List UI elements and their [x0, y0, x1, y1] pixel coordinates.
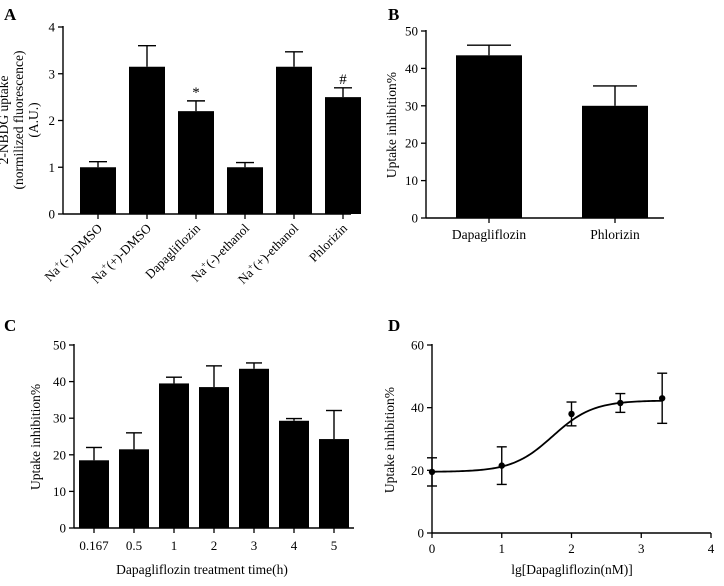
y-axis-label-0: 2-NBDG uptake — [0, 76, 11, 165]
x-category-label-6: 5 — [331, 538, 338, 553]
bar-2 — [159, 383, 189, 528]
y-tick-label-0: 0 — [412, 211, 419, 226]
x-category-label-1: Phlorizin — [590, 227, 640, 242]
bar-0 — [79, 460, 109, 528]
bar-3 — [227, 167, 263, 214]
x-category-rest-1: (+)-DMSO — [103, 221, 155, 273]
bar-5 — [325, 97, 361, 214]
bar-6 — [319, 439, 349, 528]
x-category-rest-3: (-)-ethanol — [202, 220, 252, 270]
x-category-rest-0: (-)-DMSO — [56, 221, 105, 270]
y-tick-label-3: 60 — [411, 338, 424, 353]
x-axis-label: Dapagliflozin treatment time(h) — [116, 562, 288, 577]
x-category-label-1: 0.5 — [126, 538, 142, 553]
y-axis-label-1: (normilized fluorescence) — [11, 50, 26, 189]
panel-b: B 0 10 20 30 40 50 Uptake inhibition% Dapaglifl… — [384, 5, 664, 242]
annotation-2: * — [192, 85, 200, 101]
x-category-label-5: 4 — [291, 538, 298, 553]
x-axis-label: lg[Dapagliflozin(nM)] — [511, 562, 632, 577]
y-tick-label-1: 20 — [411, 463, 424, 478]
y-tick-label-0: 0 — [418, 526, 425, 541]
y-tick-label-2: 2 — [49, 113, 56, 128]
x-category-label-3: 2 — [211, 538, 218, 553]
panel-d: D 0 20 40 60 Uptake inhibition% 0 1 2 3 4 lg[Dapag… — [382, 316, 715, 577]
y-axis-label: Uptake inhibition% — [382, 387, 397, 493]
y-tick-label-2: 40 — [411, 400, 424, 415]
x-category-base-5: Phlorizin — [306, 220, 351, 265]
bar-0 — [80, 167, 116, 214]
bar-4 — [239, 368, 269, 528]
data-point-4 — [658, 395, 666, 402]
data-point-0 — [428, 468, 436, 476]
x-category-rest-4: (+)-ethanol — [249, 220, 301, 272]
x-tick-label-0: 0 — [429, 541, 436, 556]
fit-curve — [431, 399, 663, 473]
y-tick-label-4: 40 — [53, 374, 66, 389]
panel-a: A 0 1 2 3 4 2-NBDG uptake (normilized fluoresc… — [0, 5, 361, 287]
y-axis-label: Uptake inhibition% — [384, 72, 399, 178]
bar-3 — [199, 387, 229, 528]
y-tick-label-5: 50 — [53, 338, 66, 353]
x-category-sup-3: + — [198, 259, 209, 270]
data-point-3 — [617, 399, 624, 407]
bar-2 — [178, 111, 214, 214]
bar-5 — [279, 420, 309, 528]
panel-c: C 0 10 20 30 40 50 Uptake inhibition% 0.167 0.5 1… — [4, 316, 354, 577]
y-axis-label: Uptake inhibition% — [28, 384, 43, 490]
x-category-sup-0: + — [51, 259, 62, 270]
data-point-2 — [568, 410, 575, 418]
y-tick-label-0: 0 — [49, 207, 56, 222]
data-point-1 — [498, 462, 505, 469]
y-tick-label-1: 10 — [405, 173, 418, 188]
y-tick-label-2: 20 — [405, 136, 418, 151]
x-tick-label-3: 3 — [638, 541, 645, 556]
bar-1 — [129, 66, 165, 214]
y-tick-label-3: 30 — [53, 411, 66, 426]
y-tick-label-5: 50 — [405, 24, 418, 39]
bar-1 — [119, 449, 149, 528]
x-category-label-5: Phlorizin — [306, 220, 351, 265]
x-tick-label-2: 2 — [568, 541, 575, 556]
bar-0 — [456, 55, 522, 219]
x-tick-label-1: 1 — [499, 541, 506, 556]
y-tick-label-0: 0 — [60, 521, 67, 536]
y-tick-label-2: 20 — [53, 447, 66, 462]
y-tick-label-3: 3 — [49, 66, 56, 81]
y-tick-label-4: 40 — [405, 61, 418, 76]
x-category-sup-1: + — [98, 261, 109, 272]
x-category-sup-4: + — [245, 261, 256, 272]
panel-d-letter: D — [388, 316, 400, 335]
x-category-label-0: 0.167 — [79, 538, 109, 553]
panel-c-letter: C — [4, 316, 16, 335]
x-category-label-4: 3 — [251, 538, 258, 553]
x-category-label-0: Dapagliflozin — [452, 227, 526, 242]
y-tick-label-1: 1 — [49, 160, 56, 175]
x-tick-label-4: 4 — [708, 541, 715, 556]
annotation-5: # — [339, 72, 347, 88]
bar-1 — [582, 105, 648, 218]
y-tick-label-1: 10 — [53, 484, 66, 499]
y-tick-label-4: 4 — [49, 20, 56, 35]
x-category-label-2: 1 — [171, 538, 178, 553]
y-tick-label-3: 30 — [405, 98, 418, 113]
bar-4 — [276, 66, 312, 214]
panel-b-letter: B — [388, 5, 399, 24]
panel-a-letter: A — [4, 5, 17, 24]
y-axis-label-2: (A.U.) — [26, 102, 41, 137]
